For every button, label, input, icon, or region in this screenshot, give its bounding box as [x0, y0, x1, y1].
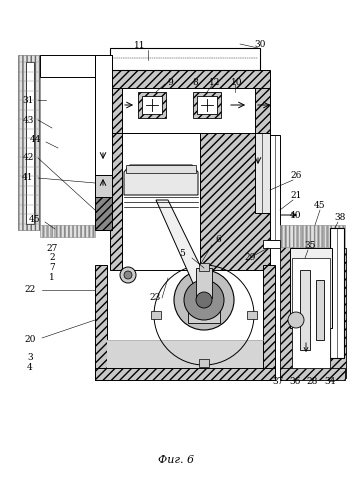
Bar: [110, 88, 122, 133]
Text: 7: 7: [49, 263, 55, 272]
Text: 45: 45: [314, 201, 326, 210]
Text: 36: 36: [289, 378, 301, 387]
Circle shape: [174, 270, 234, 330]
Bar: [95, 175, 112, 197]
Text: 34: 34: [324, 378, 336, 387]
Bar: [18, 55, 40, 230]
Bar: [95, 265, 107, 380]
Text: 30: 30: [254, 39, 266, 48]
Text: 4: 4: [27, 363, 33, 372]
Text: 35: 35: [304, 241, 316, 250]
Text: 27: 27: [46, 244, 58, 252]
Bar: [255, 88, 270, 133]
Text: 37: 37: [272, 378, 284, 387]
Text: 43: 43: [22, 115, 34, 124]
Text: 41: 41: [22, 174, 34, 183]
Bar: [292, 258, 330, 368]
Bar: [151, 311, 161, 319]
Text: 38: 38: [334, 214, 346, 223]
Text: 6: 6: [215, 236, 221, 245]
Bar: [138, 92, 166, 118]
Bar: [196, 268, 212, 298]
Bar: [247, 311, 257, 319]
Circle shape: [120, 267, 136, 283]
Bar: [300, 270, 310, 350]
Circle shape: [184, 280, 224, 320]
Text: 20: 20: [24, 335, 36, 344]
Bar: [200, 133, 270, 270]
Text: 1: 1: [49, 273, 55, 282]
Bar: [263, 265, 275, 380]
Bar: [95, 55, 112, 230]
Text: 44: 44: [29, 136, 41, 145]
Bar: [110, 48, 260, 70]
Bar: [26, 62, 34, 224]
Bar: [110, 70, 270, 88]
Text: 45: 45: [29, 216, 41, 225]
Bar: [126, 165, 196, 173]
Bar: [110, 133, 122, 270]
Bar: [95, 195, 112, 230]
Bar: [199, 359, 209, 367]
Bar: [197, 96, 217, 114]
Bar: [270, 135, 280, 240]
Text: 9: 9: [167, 77, 173, 86]
Circle shape: [288, 312, 304, 328]
Bar: [280, 368, 345, 380]
Bar: [107, 340, 263, 368]
Bar: [255, 133, 270, 213]
Text: 31: 31: [22, 95, 34, 104]
Circle shape: [124, 271, 132, 279]
Text: 29: 29: [244, 253, 256, 262]
Bar: [40, 55, 95, 77]
Bar: [316, 280, 324, 340]
Text: Фиг. 6: Фиг. 6: [158, 455, 194, 465]
Text: 12: 12: [209, 77, 221, 86]
Text: 2: 2: [49, 253, 55, 262]
Text: 23: 23: [149, 293, 161, 302]
Text: 21: 21: [290, 191, 302, 200]
Text: 22: 22: [24, 285, 36, 294]
Polygon shape: [156, 200, 212, 290]
Polygon shape: [124, 165, 198, 195]
Bar: [280, 245, 292, 380]
Text: 11: 11: [134, 40, 146, 49]
Text: 8: 8: [192, 77, 198, 86]
Circle shape: [196, 292, 212, 308]
Bar: [188, 295, 220, 323]
Bar: [40, 225, 95, 237]
Bar: [263, 240, 280, 248]
Text: 42: 42: [22, 154, 34, 163]
Bar: [280, 225, 345, 247]
Bar: [330, 248, 346, 378]
Bar: [95, 368, 275, 380]
Bar: [107, 265, 263, 368]
Bar: [142, 96, 162, 114]
Text: 40: 40: [290, 211, 302, 220]
Text: 5: 5: [179, 249, 185, 257]
Bar: [122, 133, 200, 270]
Bar: [193, 92, 221, 118]
Bar: [122, 88, 255, 133]
Text: 3: 3: [27, 353, 33, 362]
Bar: [290, 248, 332, 328]
Text: 26: 26: [290, 171, 302, 180]
Bar: [199, 263, 209, 271]
Text: 28: 28: [306, 378, 318, 387]
Bar: [330, 228, 344, 358]
Text: 10: 10: [231, 77, 243, 86]
